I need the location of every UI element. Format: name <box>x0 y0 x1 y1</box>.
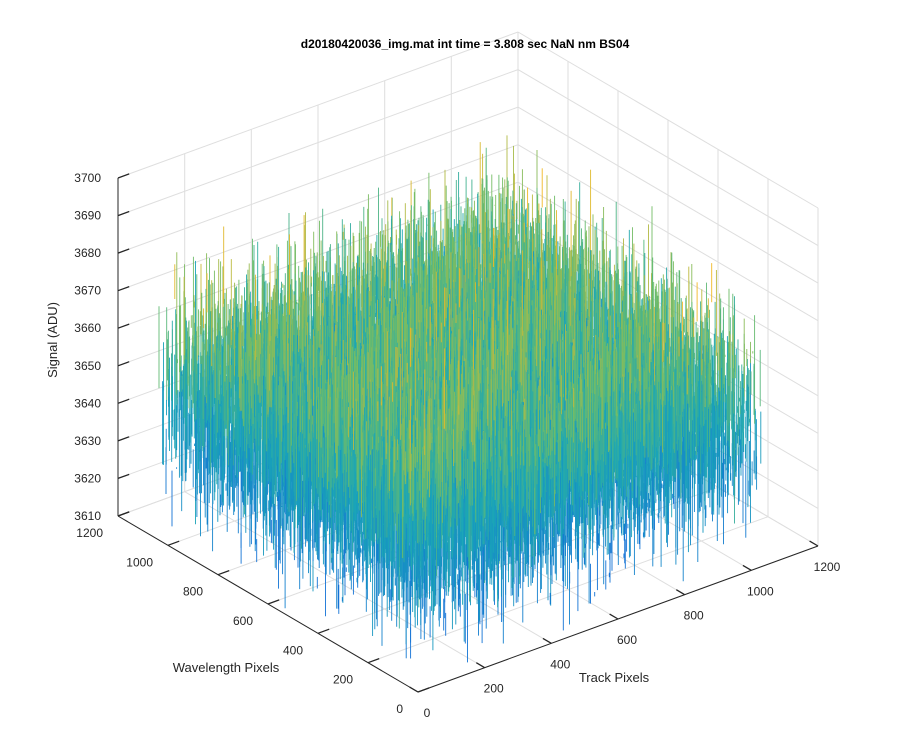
grid-line <box>117 31 519 179</box>
grid-line <box>517 31 819 209</box>
grid-line <box>517 69 819 247</box>
grid-line <box>117 106 519 254</box>
surface-plot <box>158 135 762 663</box>
grid-line <box>367 516 769 664</box>
grid-line <box>117 69 519 217</box>
grid-line <box>517 144 819 322</box>
grid-line <box>517 181 819 359</box>
grid-line <box>517 106 819 284</box>
